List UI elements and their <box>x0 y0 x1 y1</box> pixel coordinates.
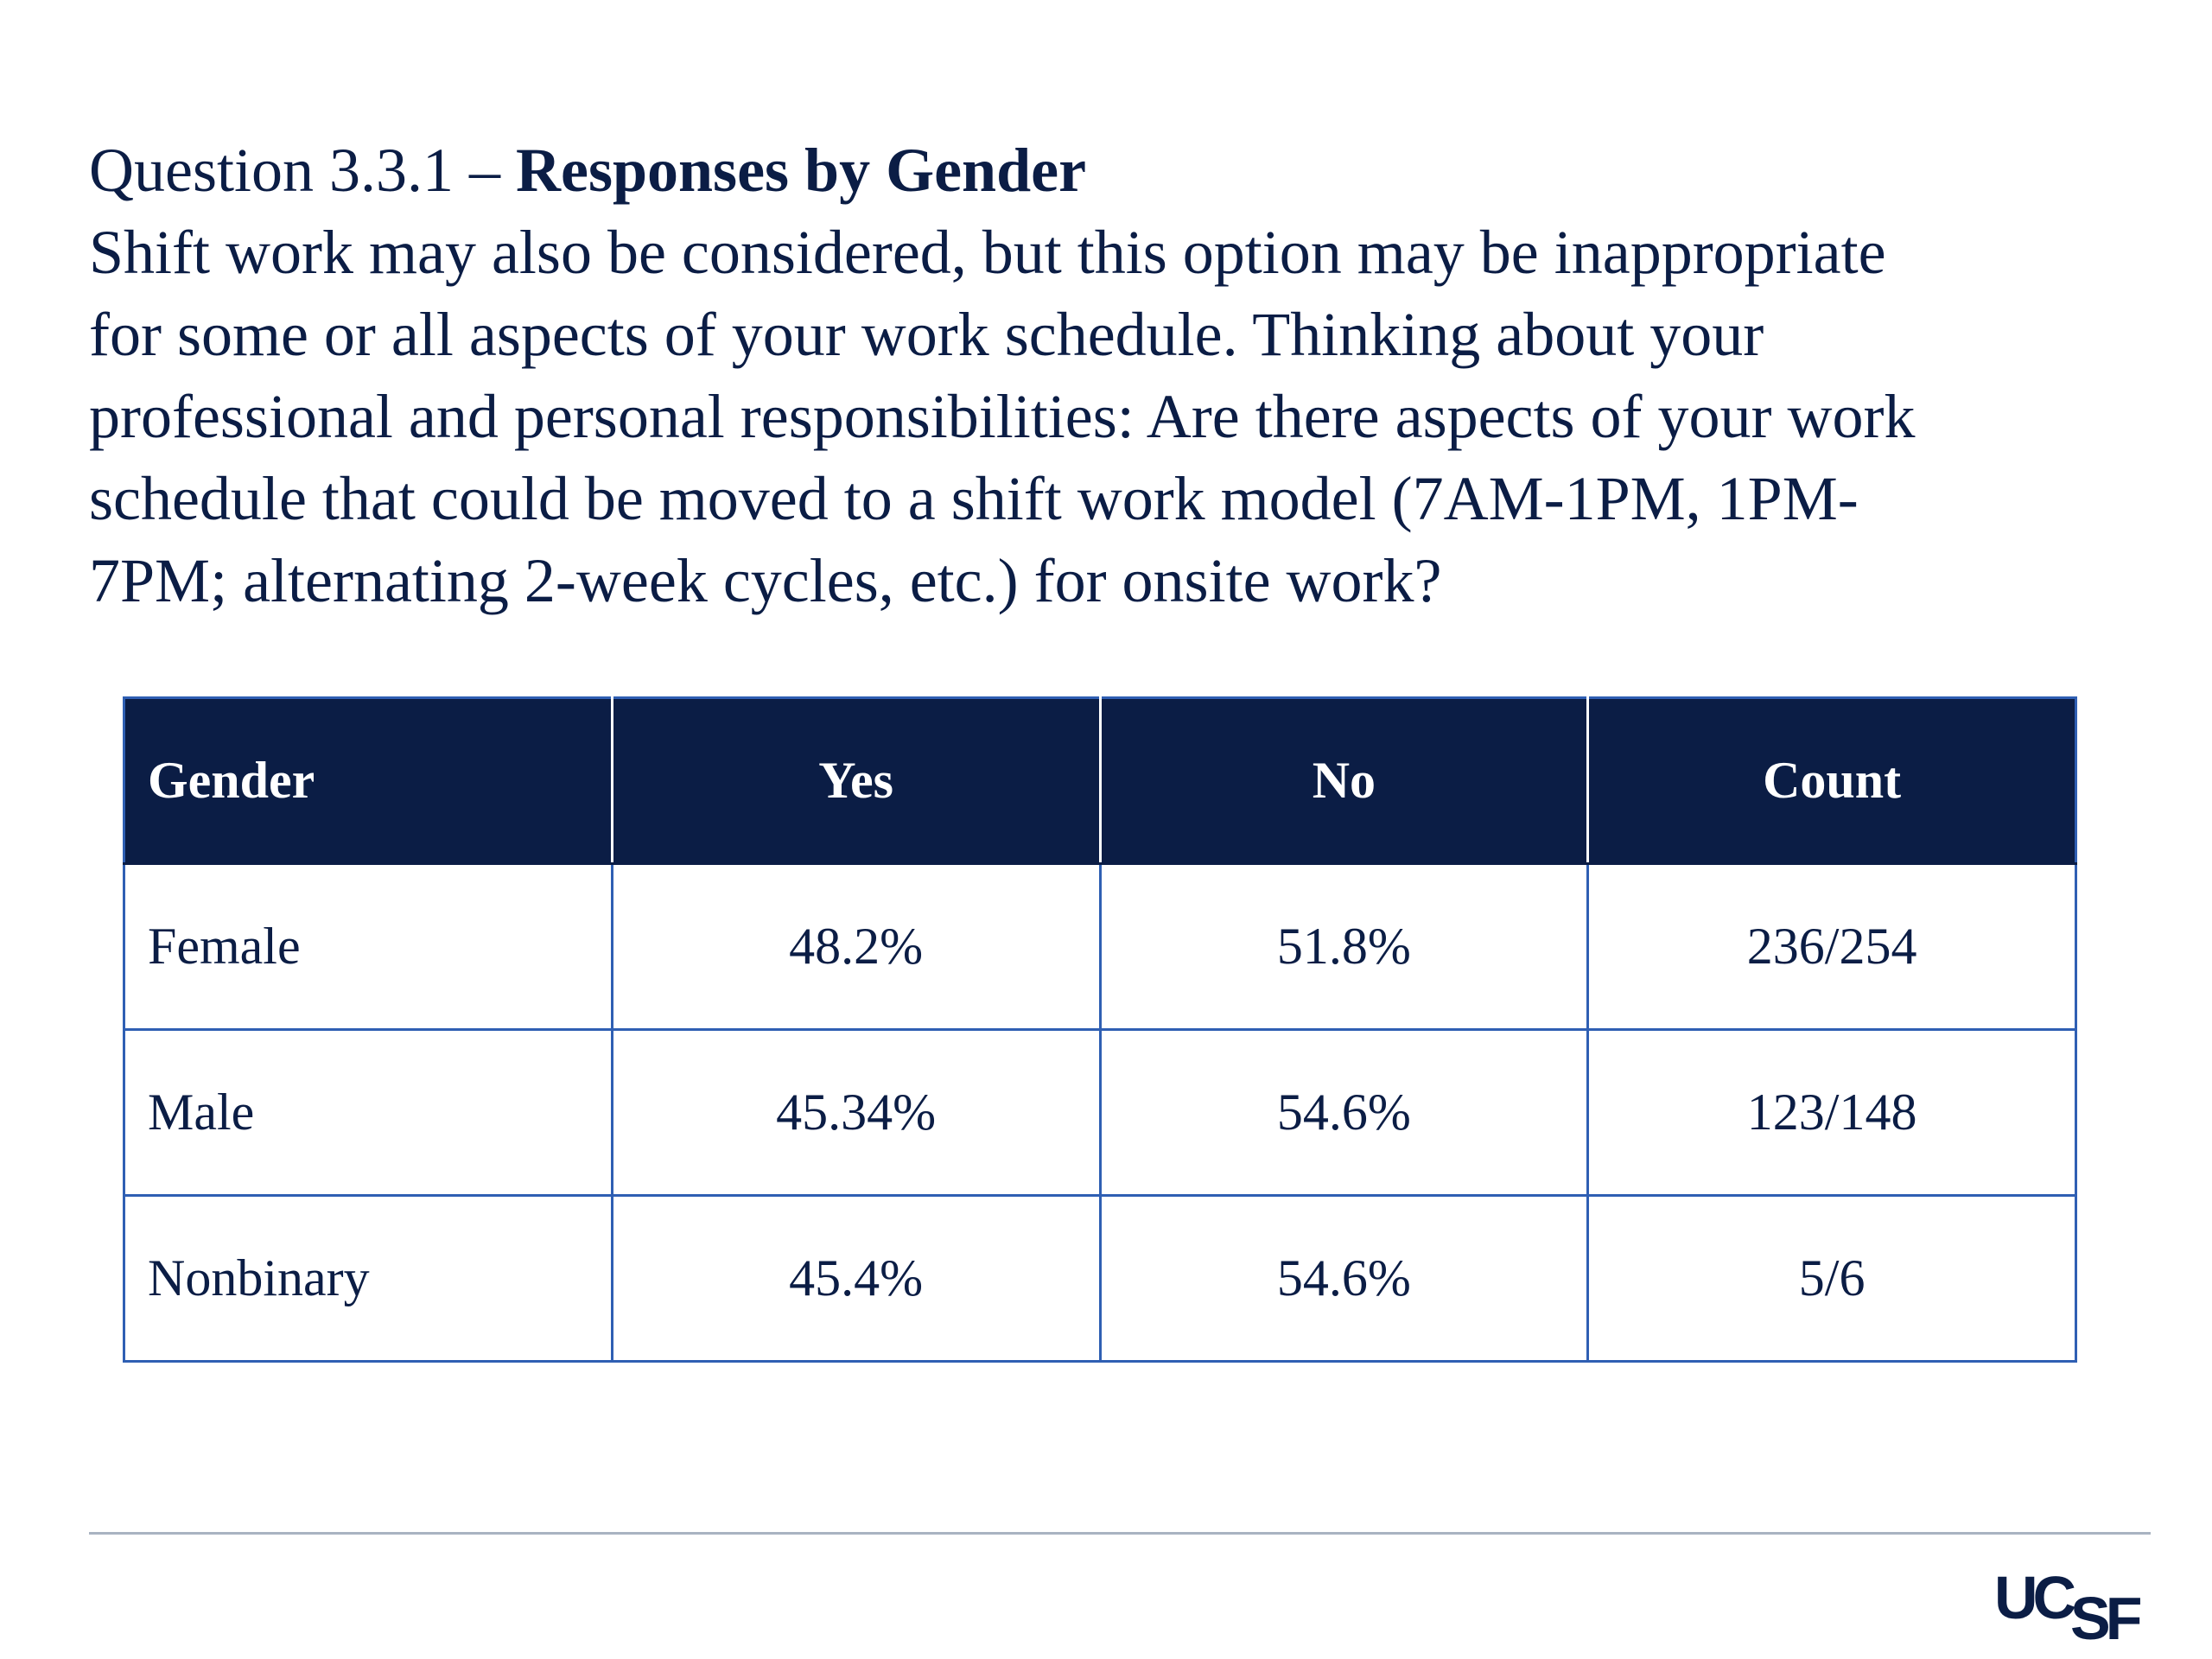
yes-cell: 45.4% <box>610 1194 1102 1363</box>
title-bold: Responses by Gender <box>515 136 1087 205</box>
question-line: professional and personal responsibiliti… <box>89 382 1916 451</box>
table-row: Nonbinary 45.4% 54.6% 5/6 <box>123 1194 2077 1363</box>
count-cell: 5/6 <box>1586 1194 2077 1363</box>
gender-cell: Female <box>123 862 613 1031</box>
question-line: Shift work may also be considered, but t… <box>89 218 1886 287</box>
no-cell: 54.6% <box>1098 1194 1590 1363</box>
no-cell: 51.8% <box>1098 862 1590 1031</box>
count-cell: 236/254 <box>1586 862 2077 1031</box>
table-row: Female 48.2% 51.8% 236/254 <box>123 862 2077 1031</box>
svg-text:UC: UC <box>1994 1564 2075 1631</box>
question-line: schedule that could be moved to a shift … <box>89 464 1859 533</box>
count-cell: 123/148 <box>1586 1028 2077 1197</box>
no-cell: 54.6% <box>1098 1028 1590 1197</box>
slide-header: Question 3.3.1 – Responses by Gender Shi… <box>89 130 2163 622</box>
gender-cell: Male <box>123 1028 613 1197</box>
column-header-count: Count <box>1586 696 2077 865</box>
gender-cell: Nonbinary <box>123 1194 613 1363</box>
question-text: Shift work may also be considered, but t… <box>89 212 2120 622</box>
header-row: Gender Yes No Count <box>123 696 2077 865</box>
question-line: for some or all aspects of your work sch… <box>89 300 1764 369</box>
responses-table: Gender Yes No Count Female 48.2% 51.8% 2… <box>123 696 2077 1363</box>
table-body: Female 48.2% 51.8% 236/254 Male 45.34% 5… <box>123 862 2077 1363</box>
yes-cell: 45.34% <box>610 1028 1102 1197</box>
question-number: Question 3.3.1 – <box>89 136 516 205</box>
column-header-no: No <box>1098 696 1590 865</box>
column-header-yes: Yes <box>610 696 1102 865</box>
svg-text:SF: SF <box>2070 1585 2141 1646</box>
slide-title: Question 3.3.1 – Responses by Gender <box>89 130 2163 212</box>
ucsf-logo: UC SF <box>1994 1564 2146 1646</box>
question-line: 7PM; alternating 2-week cycles, etc.) fo… <box>89 546 1442 615</box>
table-header: Gender Yes No Count <box>123 696 2077 865</box>
footer-divider <box>89 1532 2151 1535</box>
yes-cell: 48.2% <box>610 862 1102 1031</box>
table-row: Male 45.34% 54.6% 123/148 <box>123 1028 2077 1197</box>
column-header-gender: Gender <box>123 696 613 865</box>
